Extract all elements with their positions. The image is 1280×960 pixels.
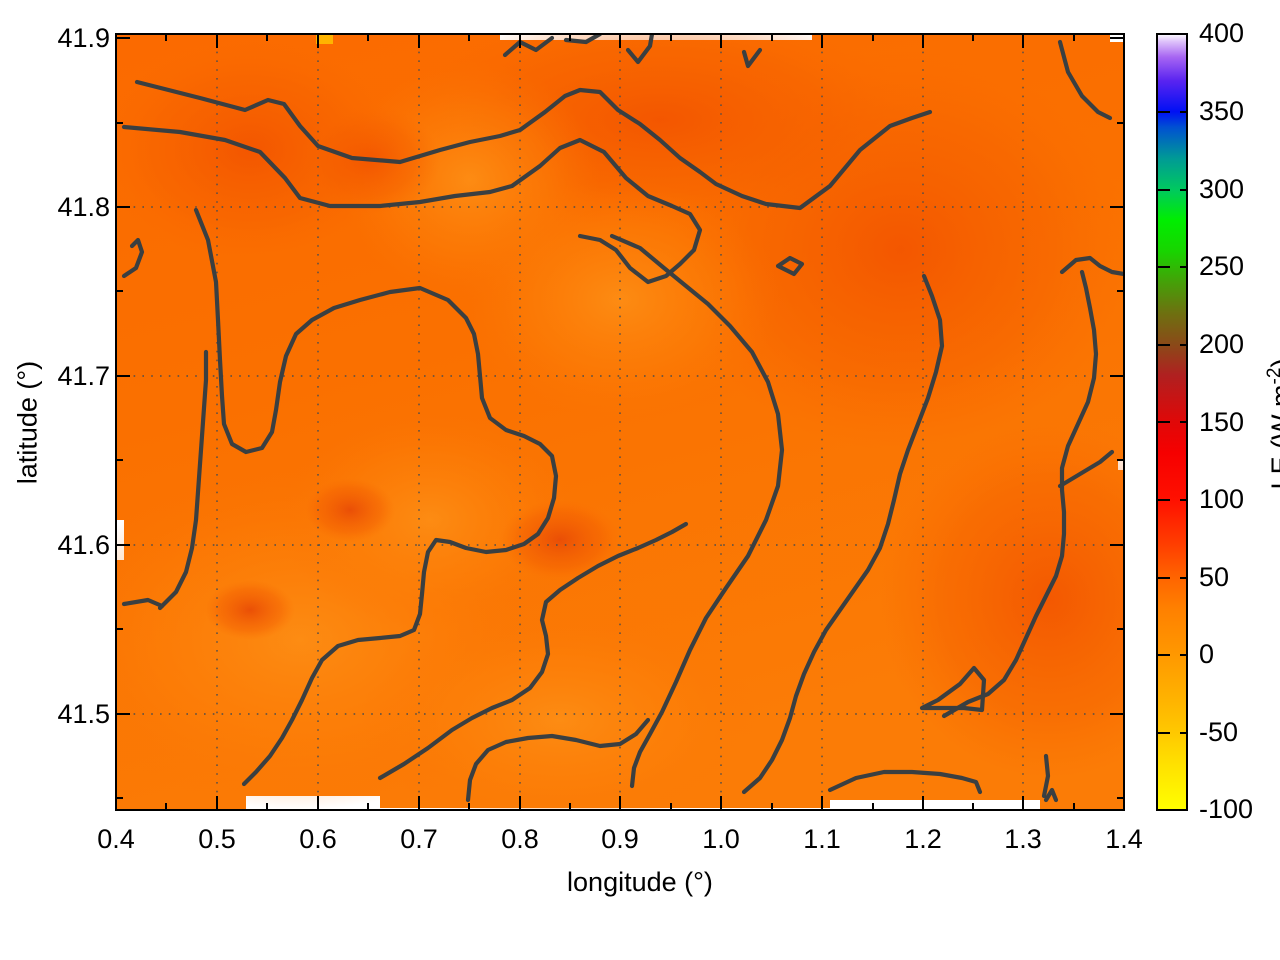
field-light-region-center bbox=[460, 180, 780, 420]
y-axis-ticks bbox=[116, 37, 1124, 799]
colorbar bbox=[1156, 33, 1188, 811]
contour-path bbox=[157, 349, 209, 611]
colorbar-tick-label: 300 bbox=[1199, 174, 1245, 204]
x-tick-label: 1.4 bbox=[1105, 824, 1143, 854]
contour-closed-feature bbox=[919, 665, 987, 713]
contour-lines bbox=[121, 34, 1124, 803]
contour-path bbox=[1059, 255, 1124, 277]
colorbar-ticks bbox=[1157, 111, 1187, 734]
x-tick-label: 1.3 bbox=[1004, 824, 1042, 854]
contour-path bbox=[741, 47, 763, 69]
colorbar-tick-label: 100 bbox=[1199, 484, 1245, 514]
field-hot-spot-southwest bbox=[205, 580, 295, 640]
colorbar-tick-label: 150 bbox=[1199, 407, 1245, 437]
colorbar-title-tail: ) bbox=[1266, 359, 1280, 368]
field-low-value-cell bbox=[316, 34, 333, 44]
x-tick-label: 1.0 bbox=[702, 824, 740, 854]
colorbar-title-main: LE (W m bbox=[1266, 384, 1280, 490]
contour-path bbox=[1057, 39, 1113, 121]
field-hot-spot-west bbox=[305, 478, 395, 542]
x-tick-label: 0.6 bbox=[299, 824, 337, 854]
colorbar-tick-label: -100 bbox=[1199, 794, 1254, 824]
x-tick-label: 0.5 bbox=[198, 824, 236, 854]
colorbar-tick-label: 400 bbox=[1199, 18, 1245, 48]
colorbar-tick-label: 0 bbox=[1199, 639, 1215, 669]
y-tick-label: 41.9 bbox=[57, 23, 110, 53]
colorbar-tick-label: 50 bbox=[1199, 562, 1230, 592]
contour-path bbox=[121, 597, 165, 609]
contour-path bbox=[1057, 449, 1115, 489]
field-raster bbox=[116, 34, 1124, 810]
contour-path bbox=[465, 717, 651, 803]
x-tick-label: 0.9 bbox=[601, 824, 639, 854]
contour-path bbox=[134, 79, 933, 211]
y-tick-label: 41.5 bbox=[57, 699, 110, 729]
y-tick-label: 41.6 bbox=[57, 530, 110, 560]
contour-closed-feature bbox=[775, 255, 805, 277]
x-tick-label: 1.2 bbox=[904, 824, 942, 854]
x-tick-label: 0.8 bbox=[501, 824, 539, 854]
contour-path bbox=[1043, 787, 1059, 803]
field-light-region-south bbox=[360, 610, 760, 810]
grid-lines bbox=[116, 34, 1124, 810]
colorbar-tick-label: 350 bbox=[1199, 96, 1245, 126]
contour-path bbox=[193, 207, 559, 787]
contour-path bbox=[741, 273, 945, 795]
contour-path bbox=[121, 237, 145, 279]
x-tick-label: 0.4 bbox=[97, 824, 135, 854]
contour-path bbox=[563, 34, 603, 45]
contour-path bbox=[625, 34, 655, 65]
contour-path bbox=[827, 769, 983, 795]
y-tick-label: 41.8 bbox=[57, 192, 110, 222]
colorbar-title-exponent: -2 bbox=[1264, 367, 1280, 385]
contour-path bbox=[502, 35, 555, 58]
x-axis-title: longitude (°) bbox=[567, 867, 713, 897]
contour-path bbox=[121, 124, 703, 285]
x-tick-label: 1.1 bbox=[803, 824, 841, 854]
x-tick-label: 0.7 bbox=[400, 824, 438, 854]
y-axis-title: latitude (°) bbox=[12, 360, 43, 485]
contour-path bbox=[1041, 753, 1051, 799]
field-light-region-west bbox=[280, 410, 580, 630]
colorbar-title: LE (W m-2) bbox=[1264, 324, 1280, 524]
contour-path bbox=[609, 233, 785, 789]
contour-path bbox=[941, 269, 1099, 719]
contour-path bbox=[377, 521, 689, 781]
y-tick-label: 41.7 bbox=[57, 361, 110, 391]
field-hot-spot-center bbox=[500, 500, 620, 580]
colorbar-tick-label: 250 bbox=[1199, 251, 1245, 281]
colorbar-tick-label: 200 bbox=[1199, 329, 1245, 359]
colorbar-tick-label: -50 bbox=[1199, 717, 1239, 747]
